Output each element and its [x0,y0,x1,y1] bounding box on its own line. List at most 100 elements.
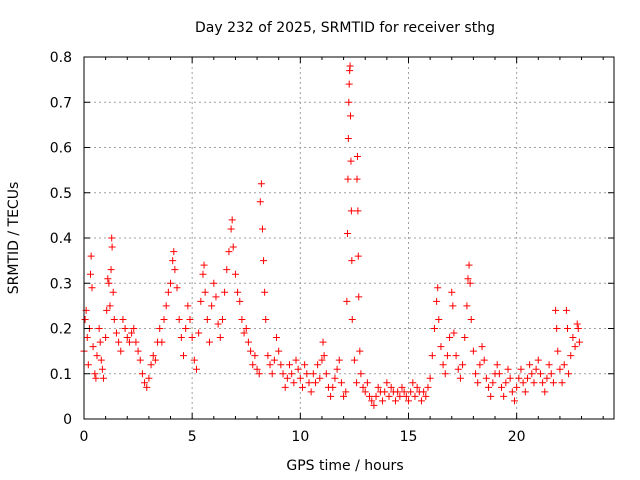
data-point-marker [86,270,94,278]
data-point-marker [539,379,547,387]
data-point-marker [374,383,382,391]
data-point-marker [102,334,110,342]
data-point-marker [147,361,155,369]
data-point-marker [87,252,95,260]
data-point-marker [197,297,205,305]
data-point-marker [356,347,364,355]
data-point-marker [303,370,311,378]
data-point-marker [262,315,270,323]
data-point-marker [186,315,194,323]
data-point-marker [359,383,367,391]
data-point-marker [547,370,555,378]
data-point-marker [413,383,421,391]
data-point-marker [329,383,337,391]
x-axis-title: GPS time / hours [286,458,403,474]
data-point-marker [229,243,237,251]
data-point-marker [498,383,506,391]
data-point-marker [532,365,540,373]
data-point-marker [354,207,362,215]
data-point-marker [379,397,387,405]
data-point-marker [132,338,140,346]
data-point-marker [92,374,100,382]
data-point-marker [398,383,406,391]
data-point-marker [260,257,268,265]
data-point-marker [517,365,525,373]
data-point-marker [123,334,131,342]
data-point-marker [286,361,294,369]
data-point-marker [345,80,353,88]
data-point-marker [510,397,518,405]
x-tick-label: 10 [291,429,309,445]
data-point-marker [190,356,198,364]
data-point-marker [383,379,391,387]
data-point-marker [435,315,443,323]
data-point-marker [502,379,510,387]
data-point-marker [195,329,203,337]
data-point-marker [314,361,322,369]
data-point-marker [311,379,319,387]
data-point-marker [563,325,571,332]
data-point-marker [104,275,112,283]
data-point-marker [273,334,281,342]
data-point-marker [279,370,287,378]
data-point-marker [575,338,583,346]
data-point-marker [353,153,361,161]
data-point-marker [443,352,451,360]
data-point-marker [203,315,211,323]
data-point-marker [441,370,449,378]
data-point-marker [322,370,330,378]
y-tick-label: 0.5 [50,186,72,202]
data-point-marker [428,352,436,360]
data-point-marker [151,356,159,364]
data-point-marker [109,288,117,296]
data-point-marker [83,334,91,342]
data-point-marker [346,62,354,70]
data-point-marker [238,315,246,323]
data-point-marker [292,356,300,364]
data-point-marker [136,356,144,364]
data-point-marker [434,284,442,292]
data-point-marker [355,293,363,301]
data-point-marker [249,361,257,369]
data-point-marker [409,379,417,387]
data-point-marker [569,334,577,342]
data-point-marker [130,325,138,332]
data-point-marker [394,388,402,396]
data-point-marker [110,315,118,323]
data-point-marker [301,361,309,369]
data-point-marker [396,392,404,400]
data-point-marker [472,370,480,378]
data-point-marker [81,315,89,323]
data-point-marker [528,370,536,378]
data-point-marker [89,343,97,351]
data-point-marker [228,216,236,224]
data-point-marker [117,347,125,355]
y-tick-label: 0.8 [50,50,72,66]
data-point-marker [288,370,296,378]
data-point-marker [433,297,441,305]
axis-ticks [83,56,614,420]
data-point-marker [448,288,456,296]
data-point-marker [387,383,395,391]
data-point-marker [95,325,103,332]
data-point-marker [99,374,107,382]
data-point-marker [340,392,348,400]
data-point-marker [493,361,501,369]
data-point-marker [257,180,265,188]
data-point-marker [344,175,352,183]
data-point-marker [464,275,472,283]
data-point-marker [335,356,343,364]
data-point-marker [327,392,335,400]
data-point-marker [170,248,178,256]
data-point-marker [350,356,358,364]
data-point-marker [549,379,557,387]
data-point-marker [430,325,438,332]
data-point-marker [112,329,120,337]
data-point-marker [500,392,508,400]
data-point-marker [426,374,434,382]
data-point-marker [469,347,477,355]
data-point-marker [562,306,570,314]
data-point-marker [201,288,209,296]
data-point-marker [214,320,222,328]
data-point-marker [343,297,351,305]
